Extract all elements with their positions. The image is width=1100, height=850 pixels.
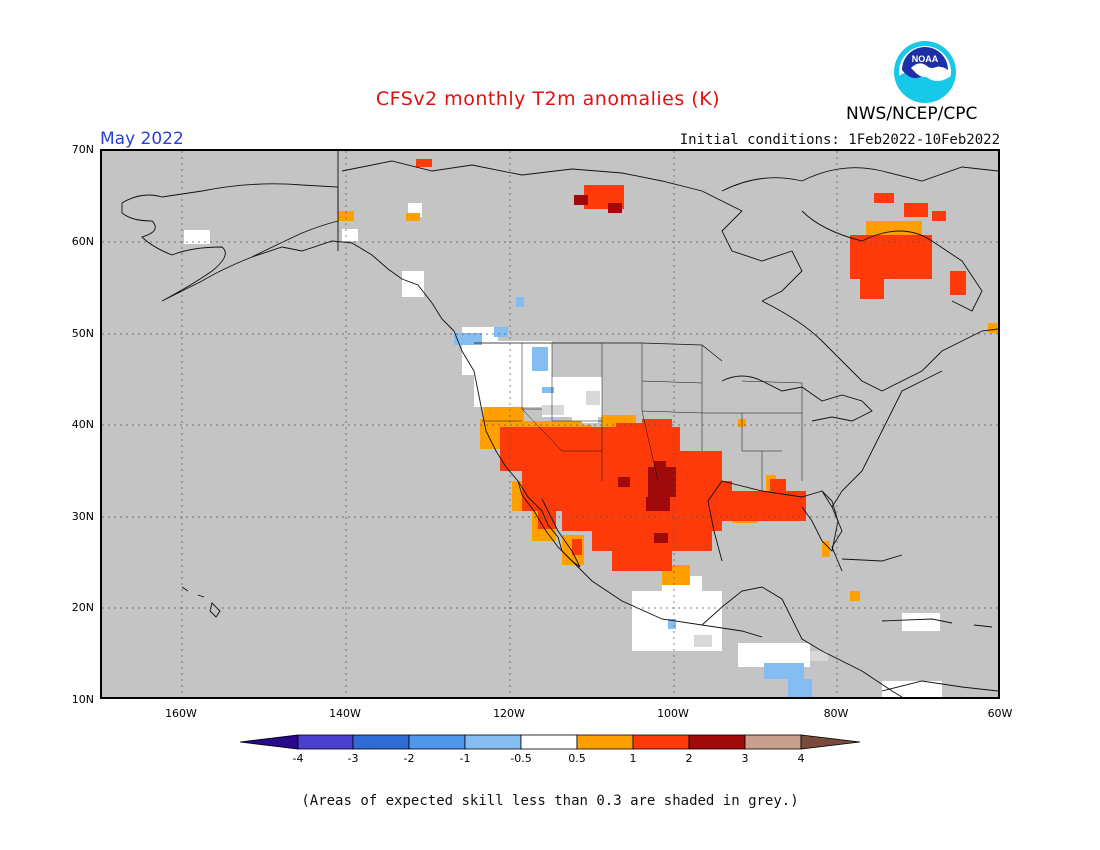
lon-label-120w: 120W [493, 707, 525, 720]
colorbar-label: 3 [741, 752, 749, 765]
svg-text:NOAA: NOAA [912, 54, 939, 64]
map-title: CFSv2 monthly T2m anomalies (K) [375, 88, 721, 110]
anomaly-map [100, 149, 1000, 699]
colorbar-label: -4 [292, 752, 304, 765]
lon-label-60w: 60W [987, 707, 1013, 720]
gridlines [102, 151, 998, 697]
colorbar-label: -3 [347, 752, 359, 765]
colorbar [240, 734, 860, 750]
lon-label-160w: 160W [165, 707, 197, 720]
lon-label-140w: 140W [329, 707, 361, 720]
colorbar-label: 4 [797, 752, 805, 765]
lat-label-20n: 20N [71, 601, 94, 614]
forecast-month: May 2022 [100, 129, 184, 149]
skill-note: (Areas of expected skill less than 0.3 a… [301, 793, 799, 809]
grey-patches [542, 391, 828, 661]
lat-label-40n: 40N [71, 418, 94, 431]
colorbar-label: 1 [629, 752, 637, 765]
colorbar-label: -2 [403, 752, 415, 765]
lat-label-10n: 10N [71, 693, 94, 706]
lat-label-50n: 50N [71, 327, 94, 340]
colorbar-label: -1 [459, 752, 471, 765]
lon-label-80w: 80W [823, 707, 849, 720]
colorbar-label: 2 [685, 752, 693, 765]
lat-label-70n: 70N [71, 143, 94, 156]
anomaly-field [184, 159, 998, 697]
dark-red-areas [574, 195, 676, 543]
light-blue-areas [454, 297, 812, 697]
lat-label-30n: 30N [71, 510, 94, 523]
lon-label-100w: 100W [657, 707, 689, 720]
coastlines [121, 151, 998, 697]
map-canvas [102, 151, 998, 697]
noaa-logo: NOAA [894, 41, 956, 103]
initial-conditions: Initial conditions: 1Feb2022-10Feb2022 [679, 132, 1000, 148]
colorbar-label: -0.5 [510, 752, 532, 765]
lat-label-60n: 60N [71, 235, 94, 248]
colorbar-label: 0.5 [568, 752, 586, 765]
agency-label: NWS/NCEP/CPC [846, 104, 978, 124]
